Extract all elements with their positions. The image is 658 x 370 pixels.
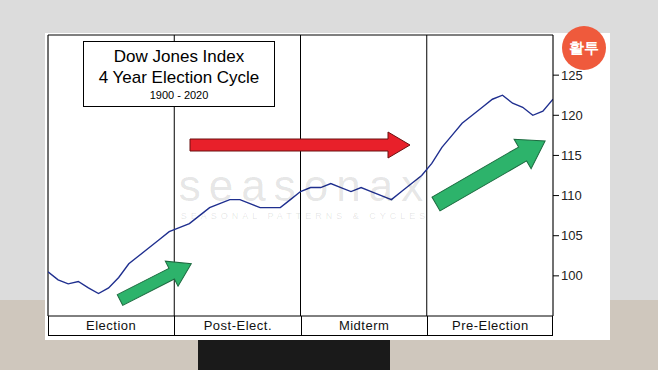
html-text:1900 - 2020: 1900 - 2020 <box>149 89 209 101</box>
html-text:Pre-Election: Pre-Election <box>452 318 529 333</box>
html-text:Post-Elect.: Post-Elect. <box>203 318 272 333</box>
svg-text:105: 105 <box>561 228 583 243</box>
svg-text:115: 115 <box>561 148 582 163</box>
svg-text:110: 110 <box>561 188 582 203</box>
html-text:4 Year Election Cycle: 4 Year Election Cycle <box>98 68 260 87</box>
html-text:Dow Jones Index: Dow Jones Index <box>113 47 245 66</box>
html-text:SEASONAL PATTERNS & CYCLES: SEASONAL PATTERNS & CYCLES <box>180 211 430 221</box>
svg-text:120: 120 <box>561 108 583 123</box>
svg-text:125: 125 <box>561 68 583 83</box>
svg-text:100: 100 <box>561 268 583 283</box>
html-text:seasonax: seasonax <box>178 161 432 210</box>
html-text:Midterm: Midterm <box>338 318 390 333</box>
html-text:Election: Election <box>86 318 137 333</box>
html-text:활투: 활투 <box>569 39 599 56</box>
